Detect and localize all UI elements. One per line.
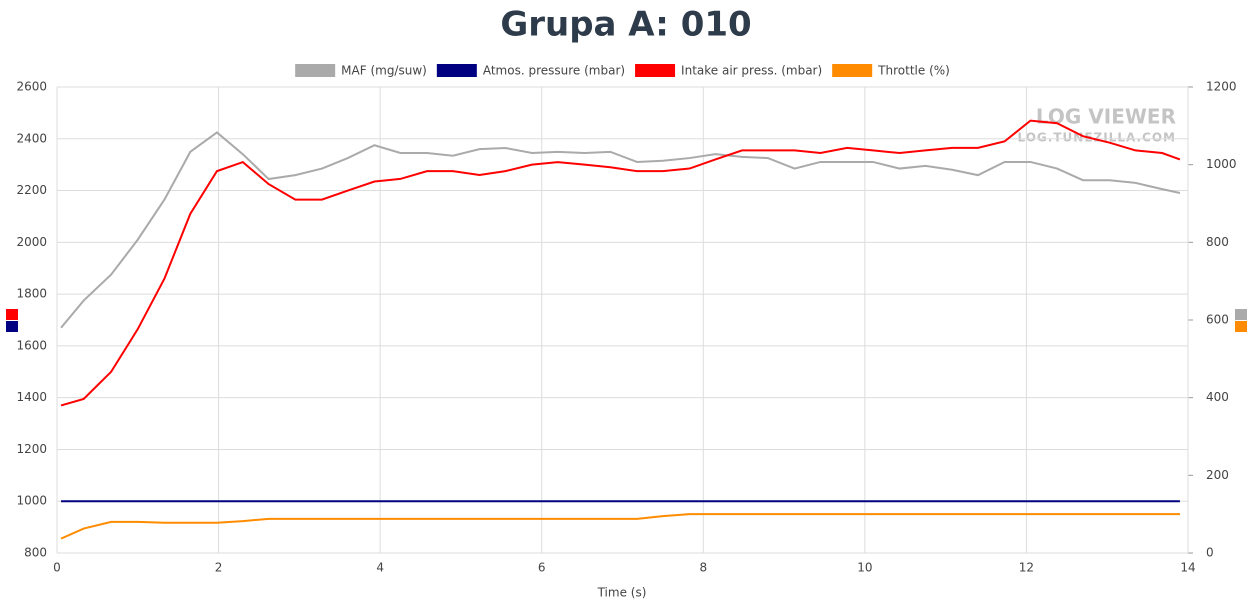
y-tick-label: 2000 bbox=[16, 235, 47, 249]
axis-indicator bbox=[1235, 321, 1247, 332]
legend-swatch bbox=[436, 64, 477, 77]
y-tick-label: 2400 bbox=[16, 131, 47, 145]
legend-label: Atmos. pressure (mbar) bbox=[483, 64, 625, 78]
series-line bbox=[60, 131, 1181, 329]
y2-tick-label: 200 bbox=[1206, 468, 1229, 482]
y2-tick-label: 800 bbox=[1206, 235, 1229, 249]
legend-swatch bbox=[635, 64, 676, 77]
x-tick-label: 8 bbox=[699, 561, 707, 575]
legend-swatch bbox=[295, 64, 336, 77]
x-tick-label: 6 bbox=[538, 561, 546, 575]
legend-swatch bbox=[832, 64, 873, 77]
y-tick-label: 1200 bbox=[16, 442, 47, 456]
x-tick-label: 10 bbox=[857, 561, 872, 575]
y-tick-label: 800 bbox=[24, 546, 47, 560]
series-line bbox=[60, 119, 1181, 407]
y-tick-label: 2600 bbox=[16, 80, 47, 94]
legend-label: Throttle (%) bbox=[877, 64, 950, 78]
y2-tick-label: 400 bbox=[1206, 390, 1229, 404]
series-line bbox=[60, 513, 1180, 540]
axis-indicator bbox=[6, 309, 18, 320]
legend-label: Intake air press. (mbar) bbox=[681, 64, 822, 78]
y2-tick-label: 600 bbox=[1206, 313, 1229, 327]
legend-label: MAF (mg/suw) bbox=[341, 64, 427, 78]
y-tick-label: 1800 bbox=[16, 287, 47, 301]
y2-tick-label: 1200 bbox=[1206, 80, 1237, 94]
axis-indicator bbox=[6, 321, 18, 332]
y-tick-label: 2200 bbox=[16, 183, 47, 197]
x-axis-label: Time (s) bbox=[597, 586, 647, 600]
y-tick-label: 1600 bbox=[16, 338, 47, 352]
y-tick-label: 1000 bbox=[16, 494, 47, 508]
watermark: LOG.TUNEZILLA.COM bbox=[1018, 131, 1176, 145]
x-tick-label: 2 bbox=[215, 561, 223, 575]
watermark: LOG VIEWER bbox=[1036, 105, 1176, 129]
chart-title: Grupa A: 010 bbox=[500, 5, 751, 45]
axis-indicator bbox=[1235, 309, 1247, 320]
x-tick-label: 0 bbox=[53, 561, 61, 575]
y2-tick-label: 1000 bbox=[1206, 157, 1237, 171]
y-tick-label: 1400 bbox=[16, 390, 47, 404]
x-tick-label: 4 bbox=[376, 561, 384, 575]
legend: MAF (mg/suw) Atmos. pressure (mbar) Intake… bbox=[295, 64, 950, 78]
x-tick-label: 14 bbox=[1180, 561, 1195, 575]
x-tick-label: 12 bbox=[1019, 561, 1034, 575]
y2-tick-label: 0 bbox=[1206, 546, 1214, 560]
